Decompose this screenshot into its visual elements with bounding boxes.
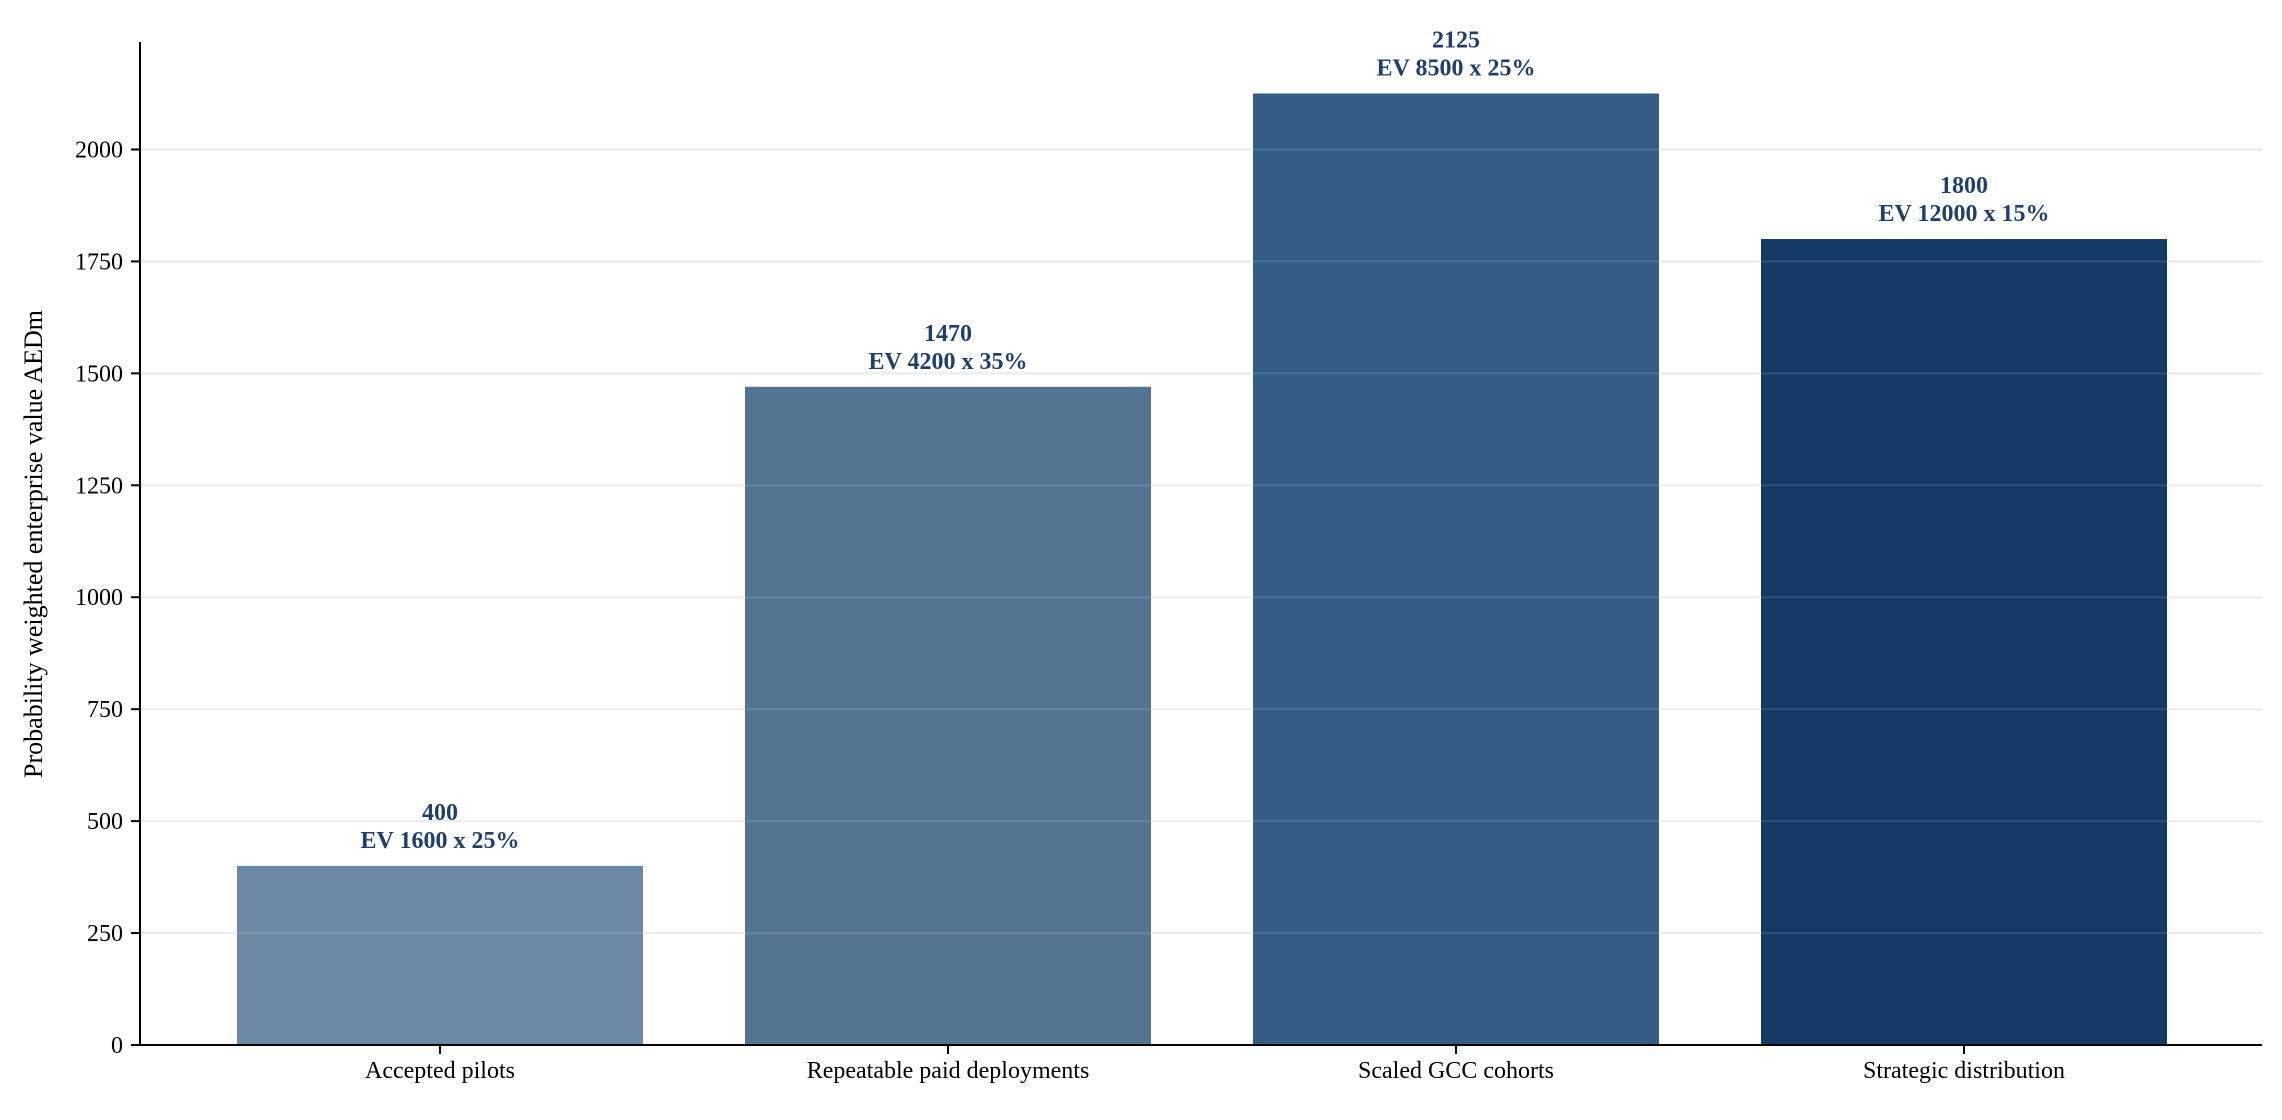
y-tick-label: 1250 xyxy=(75,473,123,499)
bars xyxy=(237,93,2167,1046)
y-axis-label: Probability weighted enterprise value AE… xyxy=(19,310,48,778)
y-tick-label: 1000 xyxy=(75,585,123,611)
bar-annotation-label: EV 12000 x 15% xyxy=(1879,201,2050,227)
y-tick-label: 500 xyxy=(87,809,123,835)
bar-value-label: 1800 xyxy=(1940,173,1988,199)
x-tick-label: Strategic distribution xyxy=(1863,1058,2065,1084)
y-tick-label: 1500 xyxy=(75,361,123,387)
x-tick-label: Scaled GCC cohorts xyxy=(1358,1058,1554,1084)
bar-annotation-label: EV 1600 x 25% xyxy=(361,828,520,854)
bar-value-label: 400 xyxy=(422,800,458,826)
y-tick-label: 250 xyxy=(87,921,123,947)
y-ticks: 0 250 500 750 1000 1250 1500 1750 2000 xyxy=(75,137,140,1059)
x-tick-label: Accepted pilots xyxy=(365,1058,515,1084)
bar-annotation-label: EV 8500 x 25% xyxy=(1377,55,1536,81)
x-tick-label: Repeatable paid deployments xyxy=(807,1058,1090,1084)
bar xyxy=(1253,93,1659,1046)
y-tick-label: 1750 xyxy=(75,249,123,275)
gridlines xyxy=(140,148,2262,935)
bar-annotation-label: EV 4200 x 35% xyxy=(869,349,1028,375)
bar-value-label: 1470 xyxy=(924,321,972,347)
y-tick-label: 750 xyxy=(87,697,123,723)
x-ticks: Accepted pilots Repeatable paid deploymen… xyxy=(365,1045,2065,1084)
y-tick-label: 0 xyxy=(111,1033,123,1059)
axes xyxy=(139,42,2262,1046)
bar xyxy=(745,386,1151,1045)
bar-value-label: 2125 xyxy=(1432,27,1480,53)
bar xyxy=(237,865,643,1045)
bar xyxy=(1761,239,2167,1046)
y-tick-label: 2000 xyxy=(75,137,123,163)
